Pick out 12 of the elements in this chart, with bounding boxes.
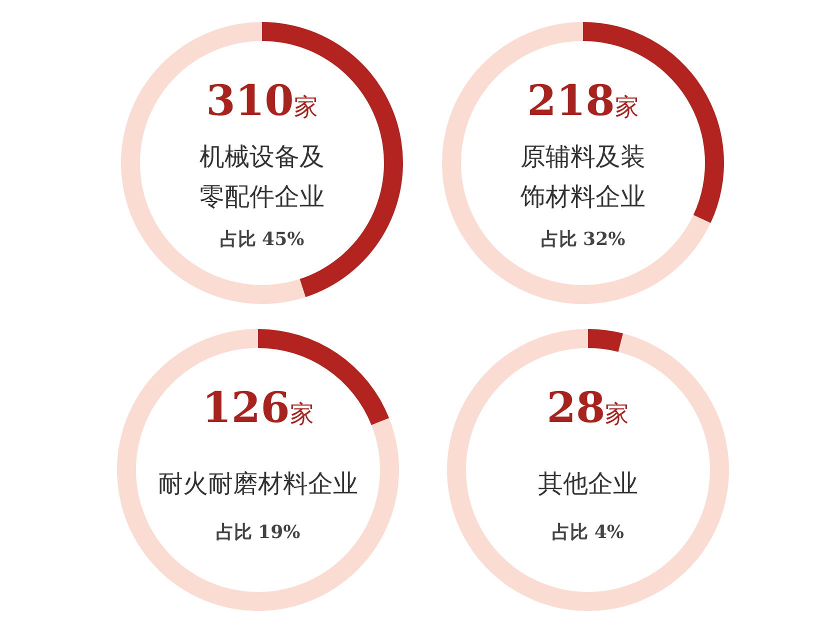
text: 占比 4% bbox=[552, 522, 624, 543]
text: 28家 bbox=[546, 383, 630, 432]
text: 占比 19% bbox=[216, 522, 300, 543]
text: 218家 bbox=[527, 76, 639, 125]
text: 其他企业 bbox=[538, 469, 638, 498]
text: 原辅料及装饰材料企业 bbox=[520, 142, 646, 211]
text: 310家 bbox=[206, 76, 318, 125]
text: 机械设备及零配件企业 bbox=[200, 142, 324, 211]
text: 耐火耐磨材料企业 bbox=[158, 469, 358, 498]
text: 126家 bbox=[202, 383, 314, 432]
text: 占比 32% bbox=[540, 229, 626, 250]
text: 占比 45% bbox=[220, 229, 304, 250]
